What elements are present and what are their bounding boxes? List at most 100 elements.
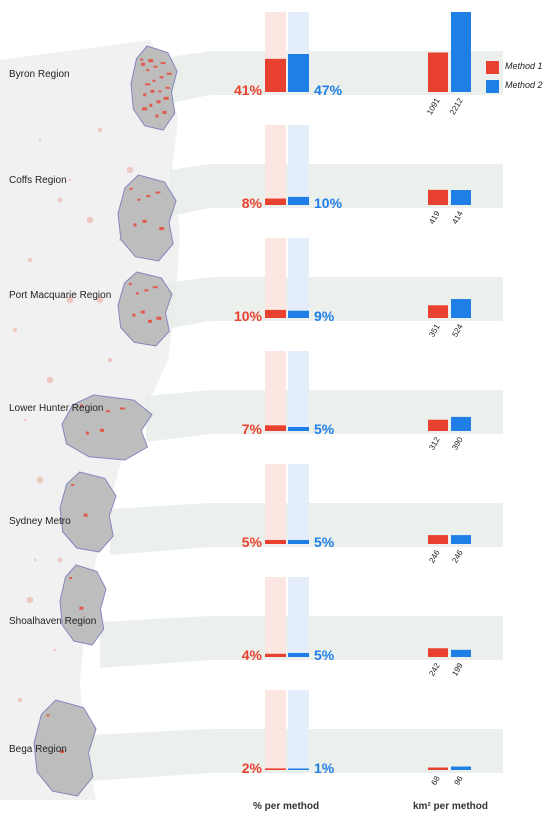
percent-scale-m2 [288, 125, 309, 205]
percent-scale-m2 [288, 238, 309, 318]
region-band [146, 390, 503, 442]
km2-label-m2: 2212 [448, 96, 465, 116]
region-label: Shoalhaven Region [9, 616, 97, 627]
percent-bar-m1 [265, 653, 286, 657]
region-map-patch [149, 103, 153, 107]
region-map-patch [162, 110, 167, 114]
km2-label-m2: 390 [450, 435, 465, 452]
region-map-patch [79, 606, 84, 610]
km2-label-m1: 242 [427, 661, 442, 678]
km2-bar-m1 [428, 419, 448, 431]
km2-bar-m2 [451, 649, 471, 657]
region-map-patch [156, 316, 162, 320]
region-map-patch [155, 114, 159, 118]
region-label: Bega Region [9, 744, 67, 755]
coast-patch [23, 418, 27, 422]
percent-label-m1: 2% [241, 760, 262, 776]
region-map-patch [152, 286, 158, 289]
km2-label-m1: 419 [427, 209, 442, 226]
km2-label-m2: 199 [450, 661, 465, 678]
region-map-patch [83, 513, 88, 517]
coast-patch [126, 166, 134, 174]
percent-bar-m1 [265, 198, 286, 205]
region-map-patch [146, 69, 150, 72]
coast-patch [33, 558, 37, 562]
region-map-patch [141, 62, 146, 66]
region-map-patch [165, 86, 170, 89]
percent-bar-m1 [265, 58, 286, 92]
percent-bar-m2 [288, 539, 309, 544]
region-label: Port Macquarie Region [9, 290, 112, 301]
percent-label-m1: 8% [241, 195, 262, 211]
region-map-patch [135, 292, 139, 295]
coast-patch [53, 648, 57, 652]
percent-scale-m2 [288, 690, 309, 770]
region-map-patch [145, 83, 151, 86]
region-map-patch [148, 59, 154, 63]
legend-method1: Method 1 [505, 61, 543, 71]
percent-label-m1: 5% [241, 534, 262, 550]
km2-bar-m2 [451, 416, 471, 431]
percent-scale-m1 [265, 238, 286, 318]
region-map-patch [156, 100, 161, 104]
region-map-patch [132, 313, 136, 317]
region-map-patch [144, 289, 149, 292]
region-map-patch [80, 404, 83, 407]
percent-label-m1: 10% [233, 308, 262, 324]
km2-label-m1: 68 [429, 774, 442, 787]
x-axis-label-percent: % per method [253, 801, 320, 812]
region-map-patch [69, 577, 73, 579]
percent-label-m2: 10% [314, 195, 343, 211]
legend-swatch-method1 [486, 61, 499, 74]
coast-patch [96, 296, 104, 304]
bar-marks: 1091 2212 419 414 351 524 312 390 246 246 242 199 68… [265, 12, 471, 787]
region-map-patch [60, 750, 65, 754]
region-map-patch [137, 198, 141, 201]
percent-bar-m1 [265, 309, 286, 318]
km2-bar-m1 [428, 767, 448, 770]
percent-bar-m1 [265, 425, 286, 431]
percent-bar-m2 [288, 652, 309, 657]
percent-scale-m1 [265, 125, 286, 205]
km2-bar-m1 [428, 648, 448, 657]
km2-label-m1: 312 [427, 435, 442, 452]
coast-patch [68, 178, 72, 182]
region-map-patch [143, 93, 147, 97]
km2-label-m1: 246 [427, 548, 442, 565]
region-map-patch [71, 484, 75, 486]
percent-bar-m2 [288, 768, 309, 770]
region-map-patch [140, 310, 145, 314]
percent-scale-m1 [265, 690, 286, 770]
percent-scale-m2 [288, 577, 309, 657]
region-map-patch [152, 79, 156, 82]
percent-label-m2: 5% [314, 534, 335, 550]
km2-bar-m2 [451, 12, 471, 92]
coast-patch [36, 476, 44, 484]
percent-label-m2: 47% [314, 82, 343, 98]
coast-patch [57, 557, 63, 563]
region-label: Lower Hunter Region [9, 403, 104, 414]
percent-label-m2: 1% [314, 760, 335, 776]
region-map-patch [142, 219, 147, 223]
region-map-patch [85, 431, 89, 435]
legend-method2: Method 2 [505, 80, 543, 90]
km2-label-m1: 1091 [425, 96, 442, 116]
region-map [59, 471, 117, 553]
percent-scale-m1 [265, 464, 286, 544]
region-map-patch [46, 714, 50, 717]
km2-bar-m1 [428, 535, 448, 544]
region-map-patch [160, 62, 166, 65]
region-map [33, 699, 97, 797]
region-band [166, 277, 503, 329]
region-map-patch [166, 72, 172, 75]
percent-label-m1: 7% [241, 421, 262, 437]
coast-patch [38, 138, 42, 142]
coast-patch [57, 197, 63, 203]
km2-bar-m2 [451, 299, 471, 318]
percent-scale-m1 [265, 577, 286, 657]
km2-bar-m2 [451, 766, 471, 770]
coast-patch [97, 127, 103, 133]
percent-label-m1: 4% [241, 647, 262, 663]
percent-scale-m1 [265, 351, 286, 431]
